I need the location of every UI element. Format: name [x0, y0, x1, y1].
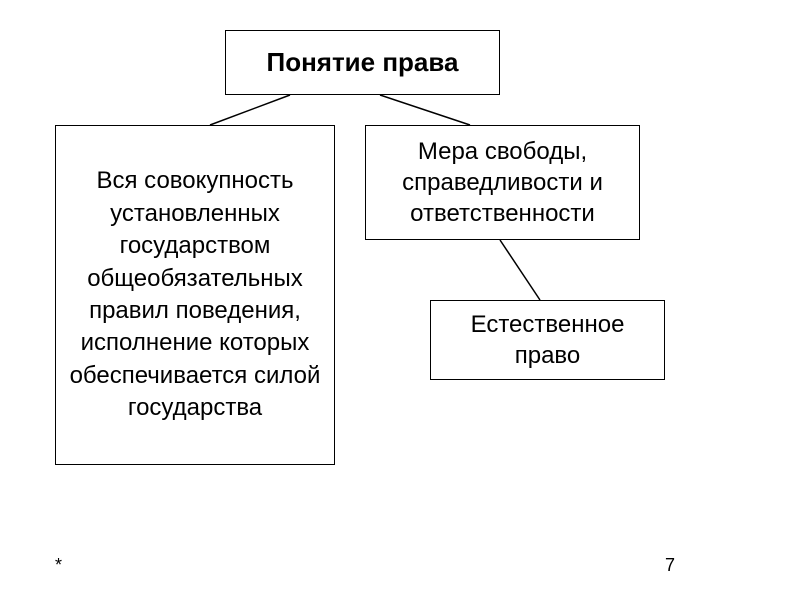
node-left-label: Вся совокупность установленных государст…	[68, 165, 322, 424]
node-right-bottom-label: Естественное право	[443, 309, 652, 371]
footnote-marker: *	[55, 555, 62, 576]
edge-root-left	[210, 95, 290, 125]
edge-right-bottom	[500, 240, 540, 300]
page-number: 7	[665, 555, 675, 576]
node-root: Понятие права	[225, 30, 500, 95]
node-right-top: Мера свободы, справедливости и ответстве…	[365, 125, 640, 240]
node-root-label: Понятие права	[267, 47, 459, 78]
page-number-text: 7	[665, 555, 675, 575]
node-right-top-label: Мера свободы, справедливости и ответстве…	[378, 136, 627, 230]
footnote-marker-text: *	[55, 555, 62, 575]
node-left: Вся совокупность установленных государст…	[55, 125, 335, 465]
node-right-bottom: Естественное право	[430, 300, 665, 380]
edge-root-right	[380, 95, 470, 125]
